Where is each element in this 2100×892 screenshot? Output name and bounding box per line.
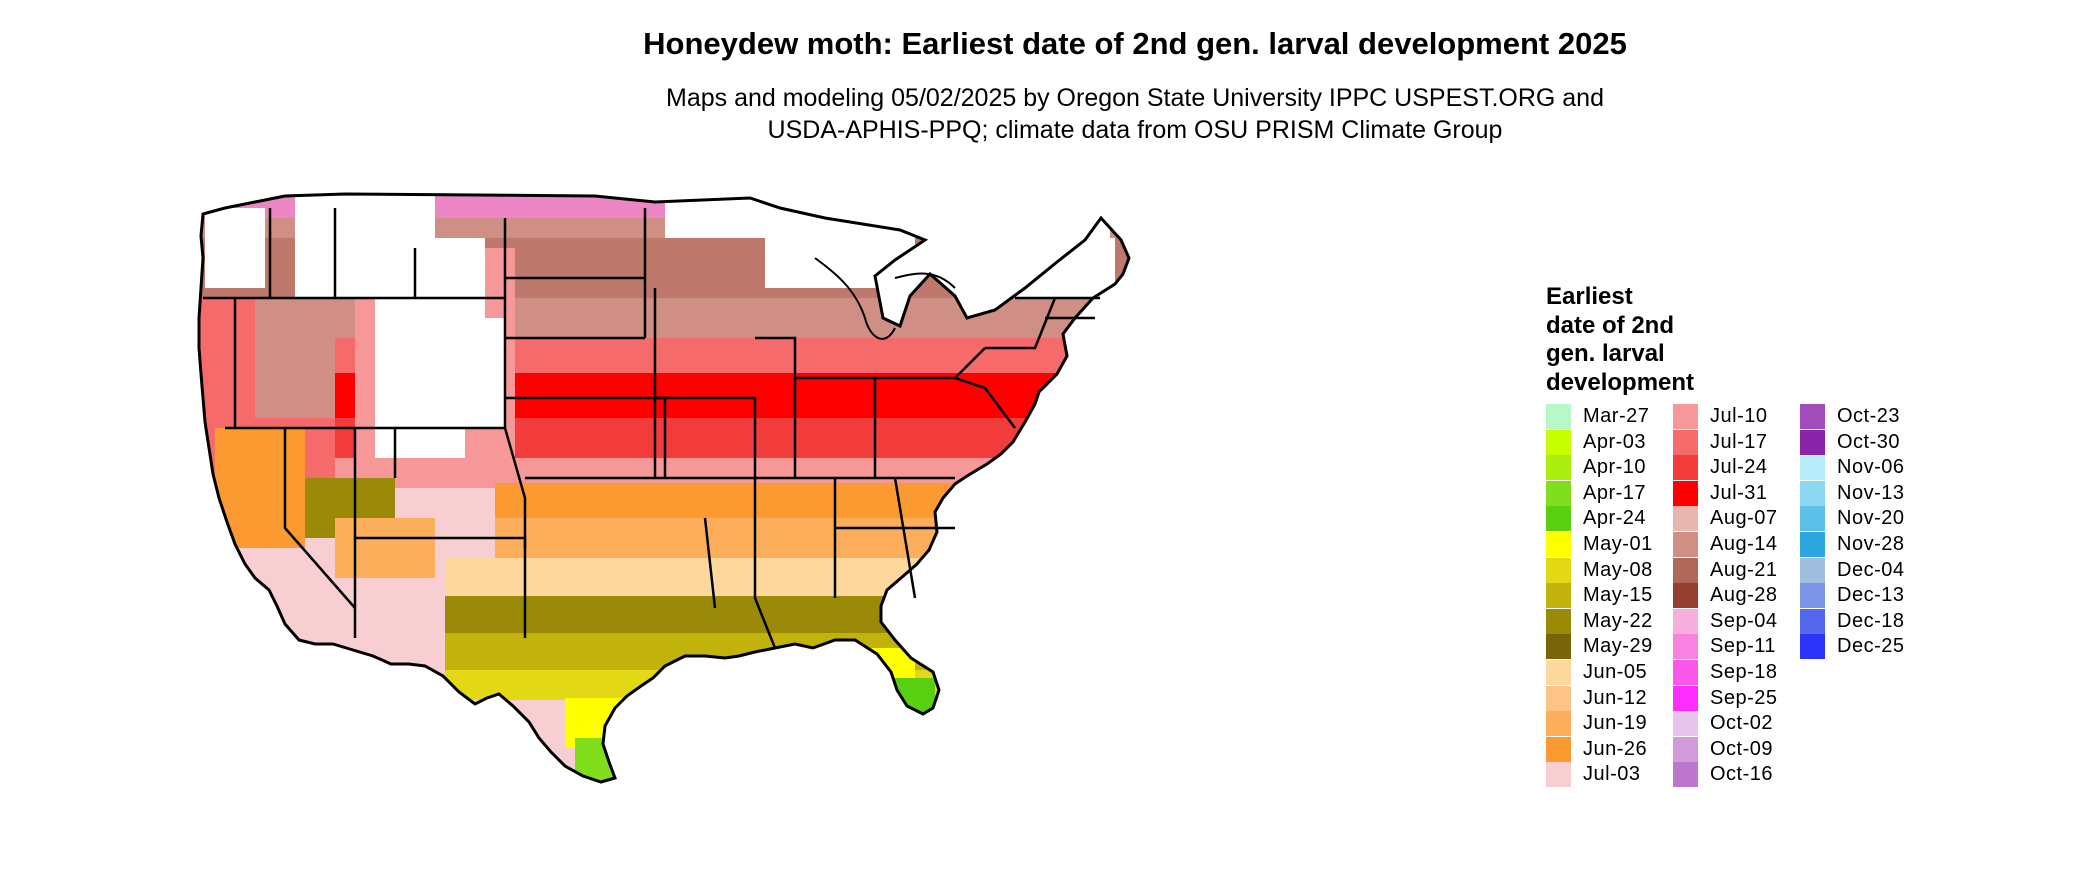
legend-label: May-15 (1583, 584, 1653, 607)
legend-label: Nov-28 (1837, 532, 1905, 555)
legend-title-line: development (1546, 368, 1695, 396)
legend-swatch (1673, 429, 1698, 455)
legend-label: Dec-04 (1837, 558, 1905, 581)
legend-label: Apr-24 (1583, 507, 1647, 530)
legend-label: Dec-25 (1837, 635, 1905, 658)
legend-swatch (1800, 429, 1825, 455)
legend-swatch (1546, 736, 1571, 762)
legend-swatch (1546, 634, 1571, 660)
legend-label: Oct-09 (1710, 737, 1774, 760)
legend-swatch (1673, 583, 1698, 609)
legend-swatch (1673, 608, 1698, 634)
legend-label: Nov-13 (1837, 481, 1905, 504)
legend-label: Oct-30 (1837, 430, 1901, 453)
legend-label: May-08 (1583, 558, 1653, 581)
legend-title-line: gen. larval (1546, 340, 1665, 367)
legend-swatch (1800, 557, 1825, 583)
legend-label: Oct-16 (1710, 763, 1774, 786)
legend-swatch (1673, 659, 1698, 685)
legend-swatch (1546, 455, 1571, 481)
legend-label: May-01 (1583, 532, 1653, 555)
legend-swatch (1546, 608, 1571, 634)
legend-swatch (1800, 583, 1825, 609)
legend-swatch (1546, 480, 1571, 506)
legend-swatch (1673, 685, 1698, 711)
legend-label: Oct-23 (1837, 405, 1901, 427)
legend-swatch (1800, 506, 1825, 532)
legend-label: Jul-10 (1710, 405, 1768, 427)
legend-label: Nov-20 (1837, 507, 1905, 530)
legend-swatch (1546, 506, 1571, 532)
legend-swatch (1546, 531, 1571, 557)
legend-label: Jun-12 (1583, 686, 1648, 709)
legend-swatch (1673, 480, 1698, 506)
legend-swatch (1800, 455, 1825, 481)
legend-swatch (1546, 557, 1571, 583)
us-degree-day-map (197, 192, 1131, 784)
legend-swatch (1546, 583, 1571, 609)
legend-label: Dec-13 (1837, 584, 1905, 607)
legend-label: Aug-07 (1710, 507, 1778, 530)
legend-label: Jun-19 (1583, 712, 1648, 735)
map-subtitle: Maps and modeling 05/02/2025 by Oregon S… (0, 82, 2100, 146)
legend-swatch (1673, 736, 1698, 762)
legend-swatch (1546, 685, 1571, 711)
legend-label: May-29 (1583, 635, 1653, 658)
legend-label: Sep-11 (1710, 635, 1777, 658)
subtitle-line-1: Maps and modeling 05/02/2025 by Oregon S… (666, 84, 1604, 112)
legend-label: Jul-31 (1710, 481, 1768, 504)
legend-label: Mar-27 (1583, 405, 1650, 427)
legend-swatch (1546, 659, 1571, 685)
legend-swatch (1546, 429, 1571, 455)
legend-swatch (1546, 711, 1571, 737)
legend-label: Apr-17 (1583, 481, 1647, 504)
legend-swatch (1546, 762, 1571, 788)
map-title: Honeydew moth: Earliest date of 2nd gen.… (643, 26, 1627, 61)
legend-title: Earliest date of 2nd gen. larval develop… (1546, 283, 1694, 397)
legend-swatch (1673, 506, 1698, 532)
legend-title-line: date of 2nd (1546, 311, 1675, 339)
legend-swatch (1800, 634, 1825, 660)
legend-label: Apr-03 (1583, 430, 1647, 453)
legend-swatch (1800, 404, 1825, 429)
legend-label: Aug-14 (1710, 532, 1778, 555)
legend-label: Jun-05 (1583, 660, 1648, 683)
legend-label: Apr-10 (1583, 456, 1647, 479)
legend-label: Aug-21 (1710, 558, 1778, 581)
legend-swatch (1673, 557, 1698, 583)
legend-label: May-22 (1583, 609, 1653, 632)
legend-label: Sep-25 (1710, 686, 1778, 709)
subtitle-line-2: USDA-APHIS-PPQ; climate data from OSU PR… (767, 116, 1503, 144)
legend-swatch (1673, 455, 1698, 481)
legend-swatch (1673, 711, 1698, 737)
legend-label: Aug-28 (1710, 584, 1778, 607)
legend-title-line: Earliest (1546, 283, 1633, 310)
legend-label: Sep-04 (1710, 609, 1778, 632)
legend-swatch (1800, 480, 1825, 506)
legend-label: Jul-24 (1710, 456, 1768, 479)
legend-label: Dec-18 (1837, 609, 1905, 632)
legend-swatch (1673, 531, 1698, 557)
legend-label: Nov-06 (1837, 456, 1905, 479)
legend-label: Jul-03 (1583, 763, 1641, 786)
legend-label: Jun-26 (1583, 737, 1648, 760)
legend-swatch (1673, 634, 1698, 660)
legend-label: Jul-17 (1710, 430, 1768, 453)
legend-swatch (1800, 608, 1825, 634)
legend-swatch (1800, 531, 1825, 557)
legend-swatch (1673, 404, 1698, 429)
legend-swatch (1673, 762, 1698, 788)
legend-label: Sep-18 (1710, 660, 1778, 683)
legend-label: Oct-02 (1710, 712, 1774, 735)
legend-swatch (1546, 404, 1571, 429)
